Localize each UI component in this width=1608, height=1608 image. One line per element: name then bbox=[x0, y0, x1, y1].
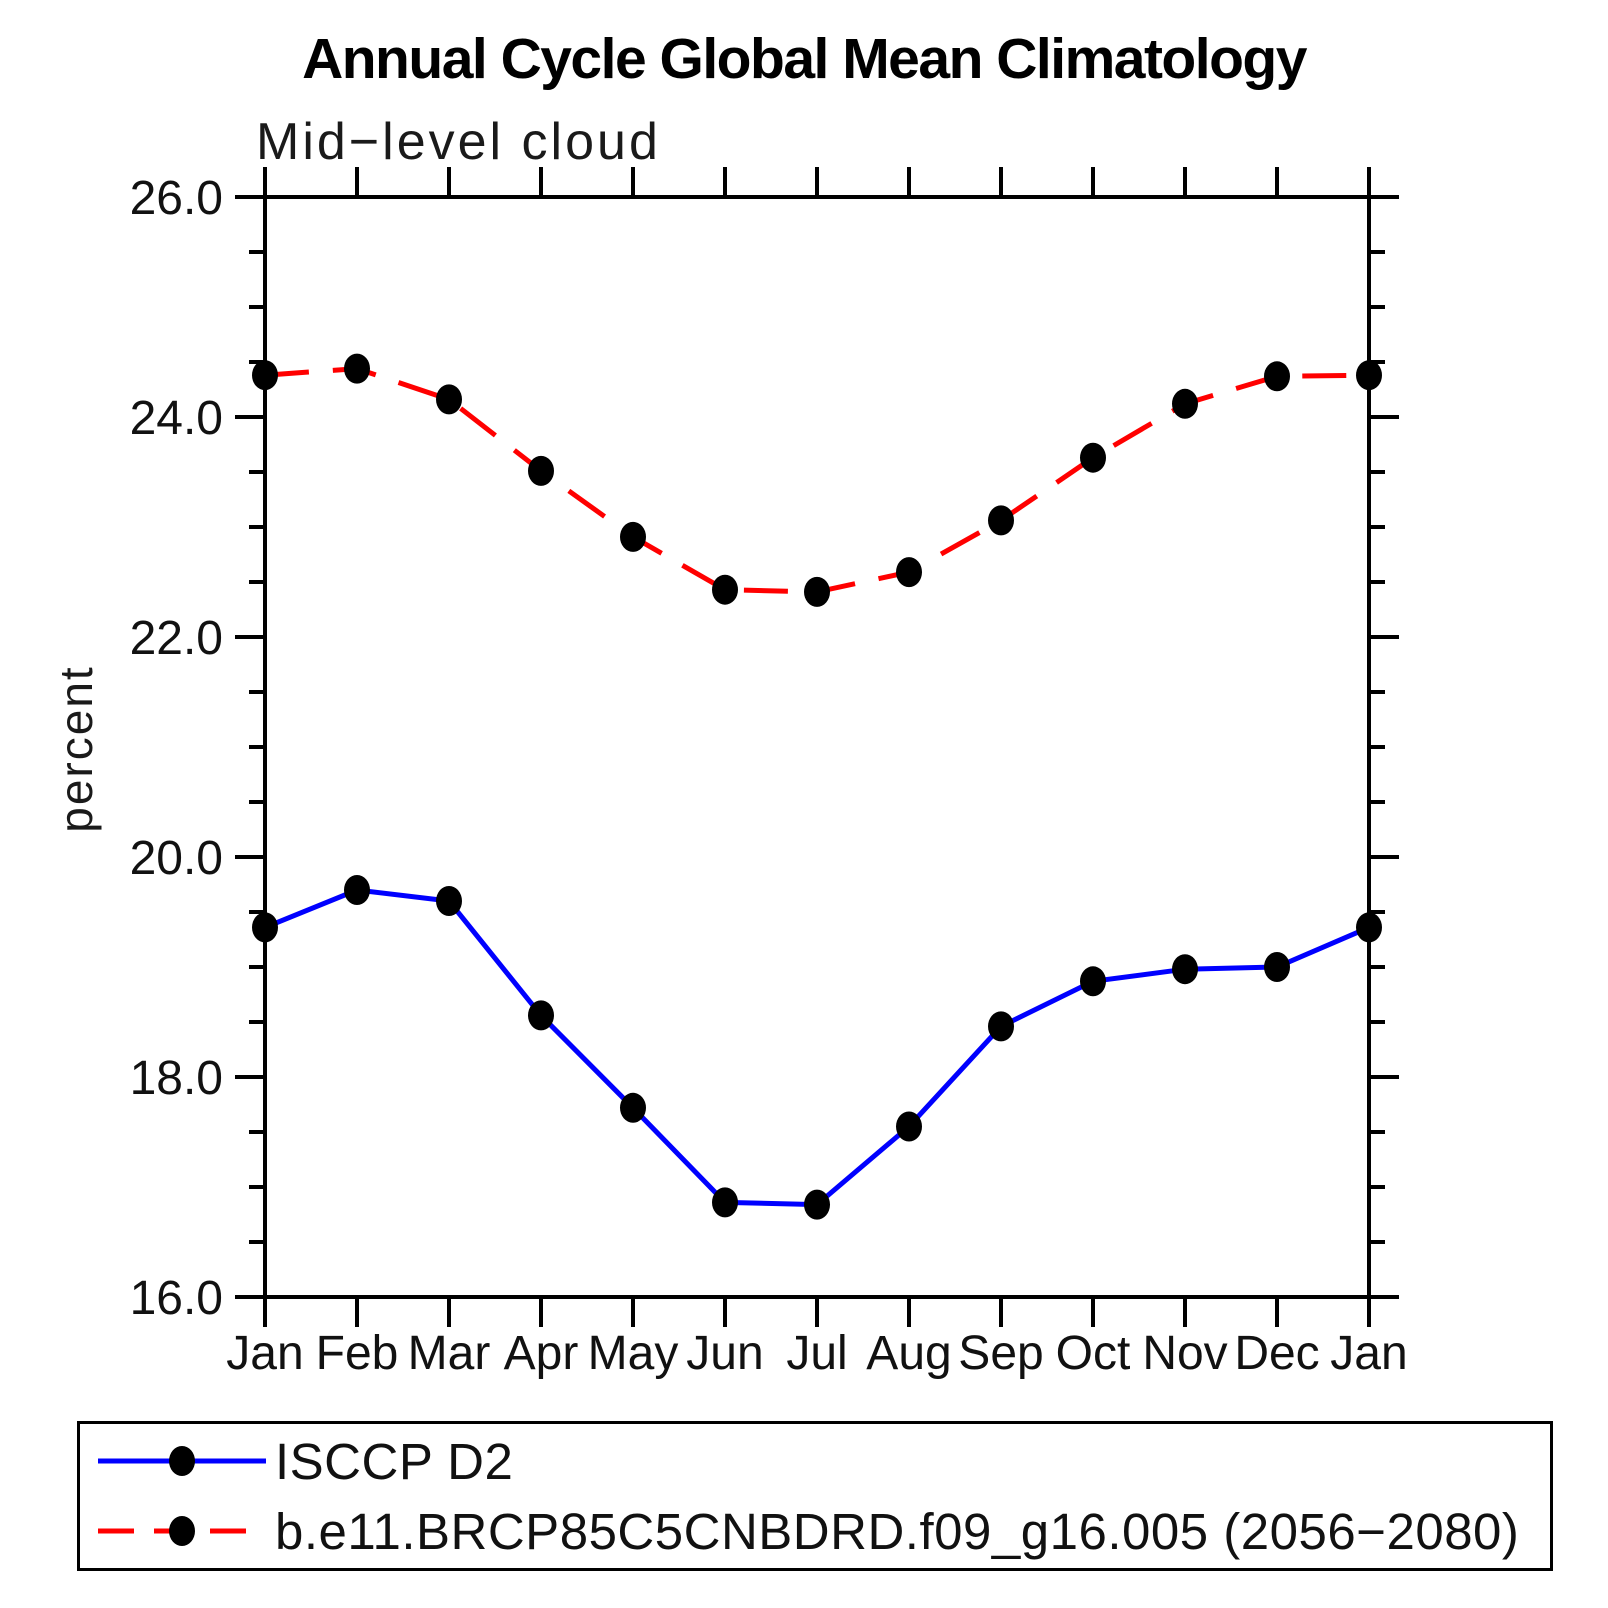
series-line-0 bbox=[264, 887, 1370, 1208]
data-point-marker bbox=[620, 1092, 646, 1123]
data-point-marker bbox=[988, 505, 1014, 536]
data-point-marker bbox=[344, 353, 370, 384]
y-tick-label: 22.0 bbox=[130, 612, 223, 665]
data-point-marker bbox=[1264, 952, 1290, 982]
data-point-marker bbox=[896, 557, 922, 588]
x-tick-label: Jul bbox=[786, 1327, 847, 1380]
data-point-marker bbox=[896, 1111, 922, 1142]
x-tick-label: Jan bbox=[1330, 1327, 1407, 1380]
data-point-marker bbox=[712, 1187, 738, 1218]
x-tick-label: Aug bbox=[866, 1327, 951, 1380]
data-point-marker bbox=[1080, 442, 1106, 473]
y-tick-label: 26.0 bbox=[130, 172, 223, 225]
series-line-1 bbox=[264, 366, 1370, 595]
x-tick-label: Oct bbox=[1056, 1327, 1131, 1380]
legend-label-model: b.e11.BRCP85C5CNBDRD.f09_g16.005 (2056−2… bbox=[275, 1502, 1520, 1560]
legend-line-sample-solid-blue bbox=[98, 1446, 266, 1476]
x-tick-label: Jan bbox=[226, 1327, 303, 1380]
y-tick-label: 24.0 bbox=[130, 392, 223, 445]
data-point-marker bbox=[712, 574, 738, 605]
data-point-marker bbox=[804, 576, 830, 607]
data-point-marker bbox=[436, 384, 462, 415]
data-point-marker bbox=[1264, 361, 1290, 392]
data-point-marker bbox=[620, 521, 646, 552]
data-point-marker bbox=[252, 360, 278, 391]
legend-label-isccp: ISCCP D2 bbox=[275, 1432, 514, 1490]
data-point-marker bbox=[344, 875, 370, 905]
data-point-marker bbox=[1172, 954, 1198, 985]
data-point-marker bbox=[804, 1189, 830, 1220]
data-point-marker bbox=[1172, 388, 1198, 419]
data-point-marker bbox=[252, 912, 278, 943]
data-point-marker bbox=[1080, 966, 1106, 997]
x-tick-label: Sep bbox=[958, 1327, 1043, 1380]
data-point-marker bbox=[528, 1000, 554, 1031]
x-tick-label: Nov bbox=[1142, 1327, 1227, 1380]
legend-row-model: b.e11.BRCP85C5CNBDRD.f09_g16.005 (2056−2… bbox=[80, 1498, 1550, 1564]
legend: ISCCP D2 b.e11.BRCP85C5CNBDRD.f09_g16.00… bbox=[77, 1421, 1553, 1571]
data-point-marker bbox=[528, 455, 554, 486]
x-tick-label: Apr bbox=[504, 1327, 579, 1380]
y-tick-label: 16.0 bbox=[130, 1272, 223, 1325]
data-point-marker bbox=[988, 1011, 1014, 1042]
plot-frame bbox=[263, 195, 1371, 1299]
x-tick-label: Mar bbox=[408, 1327, 491, 1380]
x-tick-label: May bbox=[588, 1327, 679, 1380]
y-tick-label: 20.0 bbox=[130, 832, 223, 885]
x-tick-label: Dec bbox=[1234, 1327, 1319, 1380]
data-point-marker bbox=[436, 886, 462, 916]
data-point-marker bbox=[1356, 360, 1382, 391]
chart-subtitle: Mid−level cloud bbox=[256, 113, 661, 171]
chart-title: Annual Cycle Global Mean Climatology bbox=[302, 27, 1307, 91]
legend-row-isccp: ISCCP D2 bbox=[80, 1428, 1550, 1494]
y-tick-label: 18.0 bbox=[130, 1052, 223, 1105]
x-tick-label: Feb bbox=[316, 1327, 399, 1380]
legend-line-sample-dashed-red bbox=[98, 1516, 266, 1546]
data-point-marker bbox=[1356, 912, 1382, 943]
x-tick-label: Jun bbox=[686, 1327, 763, 1380]
